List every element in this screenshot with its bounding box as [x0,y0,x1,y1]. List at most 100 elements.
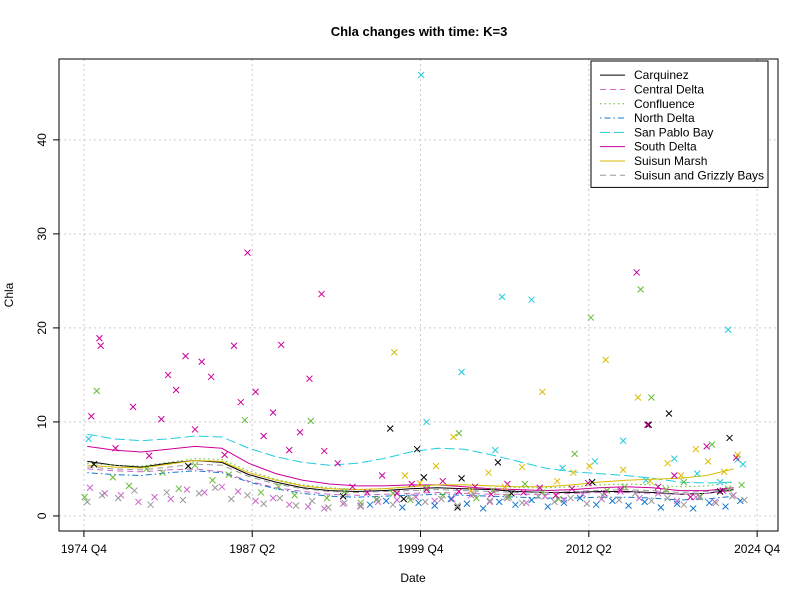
point-suisun-marsh [692,445,700,453]
point-south-delta [349,483,356,491]
point-carquinez [90,460,98,468]
point-suisun-marsh [619,466,627,474]
point-suisun-and-grizzly-bays [534,492,542,500]
trend-line-suisun-and-grizzly-bays [87,463,734,494]
point-suisun-and-grizzly-bays [179,496,187,504]
point-central-delta [486,498,494,506]
point-san-pablo-bay [458,368,465,376]
point-suisun-marsh [569,469,577,477]
point-north-delta [479,505,487,512]
point-south-delta [112,444,119,452]
legend-label-central-delta: Central Delta [634,82,704,96]
point-north-delta [382,497,390,505]
legend-box [590,60,769,188]
point-suisun-marsh [390,349,398,356]
point-south-delta [633,269,640,276]
x-tick-label: 1999 Q4 [397,542,443,556]
point-suisun-and-grizzly-bays [292,502,300,509]
x-axis-title: Date [400,571,426,585]
point-central-delta [234,488,242,495]
point-central-delta [541,492,549,500]
point-carquinez [458,474,465,482]
point-confluence [571,450,579,458]
point-suisun-and-grizzly-bays [260,500,268,508]
point-suisun-marsh [734,451,741,459]
point-north-delta [576,494,584,502]
point-central-delta [320,505,328,512]
point-south-delta [237,398,245,406]
point-confluence [505,493,513,501]
point-central-delta [86,484,94,492]
point-central-delta [579,490,587,498]
point-south-delta [191,426,199,433]
point-confluence [555,495,562,503]
point-south-delta [644,421,651,429]
point-north-delta [736,497,744,505]
point-carquinez [665,410,673,417]
point-suisun-and-grizzly-bays [631,490,639,497]
point-suisun-and-grizzly-bays [680,501,688,509]
point-south-delta [654,483,662,491]
point-south-delta [439,477,447,485]
trend-lines [87,433,734,501]
point-suisun-and-grizzly-bays [470,490,478,498]
point-central-delta [151,493,158,501]
point-central-delta [252,497,259,505]
point-south-delta [363,489,371,496]
point-confluence [275,483,282,491]
point-central-delta [448,495,456,503]
point-carquinez [726,434,733,442]
point-central-delta [218,483,226,491]
point-san-pablo-bay [642,476,650,484]
point-south-delta [423,486,430,493]
point-south-delta [260,432,268,440]
point-central-delta [304,503,312,510]
point-confluence [724,485,732,493]
point-north-delta [366,501,374,509]
point-suisun-and-grizzly-bays [518,499,526,507]
y-tick-label: 20 [35,321,49,335]
point-confluence [341,488,348,495]
point-san-pablo-bay [693,470,701,477]
point-suisun-marsh [634,394,642,401]
point-suisun-and-grizzly-bays [728,492,736,500]
point-north-delta [592,501,600,509]
point-north-delta [705,499,713,507]
point-confluence [587,314,595,321]
point-suisun-marsh [539,388,546,396]
point-confluence [680,478,688,486]
trend-line-carquinez [87,459,734,495]
data-points [81,71,748,512]
point-confluence [738,481,745,489]
point-central-delta [673,497,681,505]
point-south-delta [408,480,416,488]
point-san-pablo-bay [85,435,92,443]
point-carquinez [420,474,428,481]
point-san-pablo-bay [528,296,535,304]
point-central-delta [269,494,277,502]
point-suisun-marsh [485,469,492,477]
point-san-pablo-bay [559,464,566,472]
x-tick-label: 1974 Q4 [61,542,107,556]
point-north-delta [689,505,697,512]
point-suisun-marsh [501,483,509,491]
point-south-delta [306,375,313,383]
point-suisun-marsh [518,463,526,471]
point-south-delta [393,490,401,497]
point-suisun-and-grizzly-bays [389,501,397,509]
point-suisun-marsh [720,468,728,476]
point-south-delta [221,451,228,459]
point-south-delta [244,249,251,257]
point-suisun-and-grizzly-bays [599,491,607,499]
point-suisun-marsh [416,479,424,487]
point-suisun-and-grizzly-bays [147,501,154,509]
gridlines [59,59,778,531]
point-suisun-marsh [401,472,409,479]
point-suisun-and-grizzly-bays [244,491,251,499]
point-san-pablo-bay [591,458,599,465]
y-axis-title: Chla [2,282,16,307]
y-axis: 0 10 20 30 40 [35,133,60,519]
point-carquinez [588,478,596,486]
point-south-delta [164,371,172,379]
